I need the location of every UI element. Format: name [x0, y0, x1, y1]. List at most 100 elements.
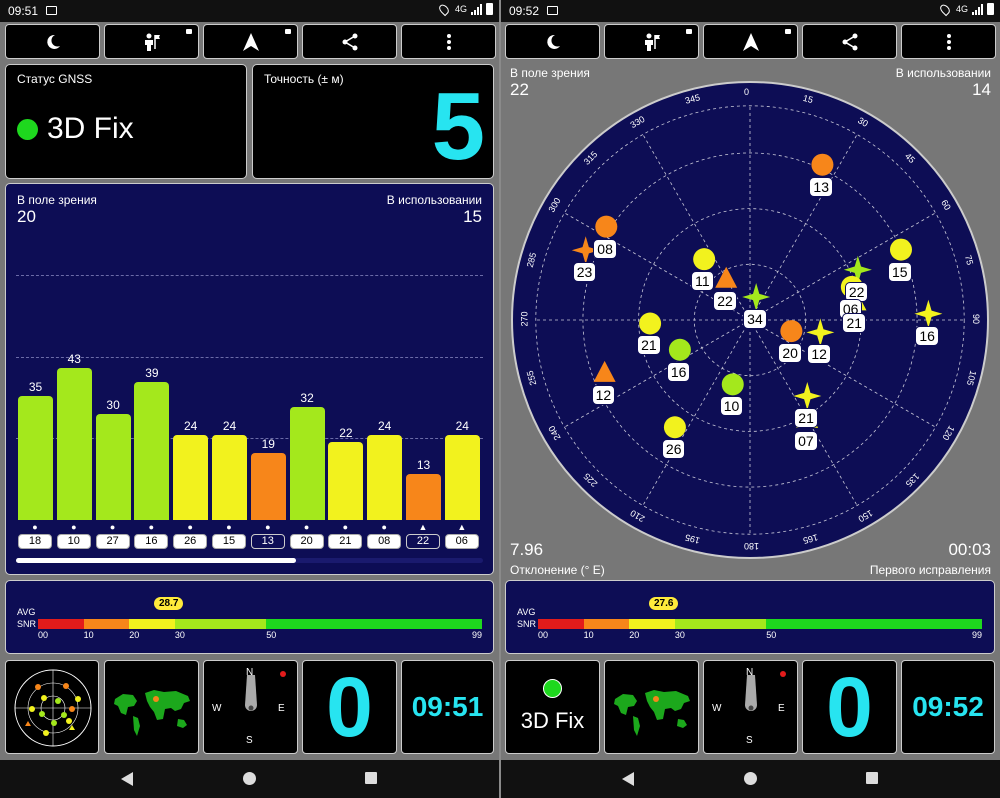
status-bar: 09:52 4G [501, 0, 1000, 22]
recents-icon[interactable] [866, 772, 878, 784]
prn-label: 13 [250, 534, 285, 549]
navigation-button[interactable] [203, 24, 298, 59]
accuracy-panel: Точность (± м) 5 [252, 64, 494, 179]
satellite-circle-icon [639, 312, 662, 335]
mini-sky-icon [14, 669, 92, 747]
clock-panel[interactable]: 09:51 [401, 660, 494, 754]
prn-label: 08 [367, 534, 402, 549]
person-button[interactable] [604, 24, 699, 59]
compass-needle-icon [745, 675, 757, 711]
clock-panel[interactable]: 09:52 [901, 660, 995, 754]
satellite-prn-label: 12 [807, 344, 831, 365]
satellite-prn-label: 07 [794, 430, 818, 451]
world-map-panel[interactable] [104, 660, 199, 754]
satellite-prn-label: 08 [593, 238, 617, 259]
navigation-button[interactable] [703, 24, 798, 59]
fix-status-panel[interactable]: 3D Fix [505, 660, 600, 754]
recents-icon[interactable] [365, 772, 377, 784]
avg-label: AVG [517, 607, 536, 617]
satellite-circle-icon [780, 320, 803, 343]
scrollbar-thumb[interactable] [16, 558, 297, 563]
share-button[interactable] [802, 24, 897, 59]
constellation-circle-icon: ● [226, 522, 232, 532]
navigation-bar [501, 760, 1000, 798]
clock-value: 09:51 [411, 691, 484, 722]
snr-tick-label: 30 [674, 630, 685, 640]
satellite-circle-icon [811, 153, 834, 176]
snr-label: SNR [17, 619, 37, 629]
back-icon[interactable] [621, 771, 635, 787]
satellite-prn-label: 21 [637, 335, 661, 356]
lock-icon [186, 29, 192, 34]
snr-bar [134, 381, 170, 520]
satellite-prn-label: 12 [591, 384, 616, 405]
share-button[interactable] [302, 24, 397, 59]
night-mode-button[interactable] [505, 24, 600, 59]
notification-icon [547, 6, 558, 15]
left-screen: 09:51 4G Статус GNSS 3D Fix Точность (± … [0, 0, 499, 798]
snr-tick-label: 50 [766, 630, 777, 640]
back-icon[interactable] [120, 771, 134, 787]
more-button[interactable] [401, 24, 496, 59]
prn-label: 15 [212, 534, 246, 549]
accuracy-label: Точность (± м) [264, 72, 344, 86]
world-map-panel[interactable] [604, 660, 699, 754]
avg-label: AVG [17, 607, 36, 617]
location-icon [938, 2, 952, 16]
more-button[interactable] [901, 24, 996, 59]
constellation-triangle-icon: ▲ [418, 522, 428, 532]
navigation-arrow-icon [242, 32, 259, 51]
snr-tick-label: 99 [472, 630, 483, 640]
in-view-count: 20 [17, 207, 36, 226]
satellite-prn-label: 23 [572, 262, 597, 283]
satellite-prn-label: 34 [743, 309, 767, 329]
share-icon [342, 33, 357, 50]
lock-icon [686, 29, 692, 34]
speed-panel[interactable]: 0 [802, 660, 897, 754]
snr-value-label: 24 [378, 418, 392, 433]
snr-value-label: 22 [339, 426, 353, 440]
signal-panel: В поле зрения 20 В использовании 15 35 ● 1… [5, 183, 494, 575]
lock-icon [785, 29, 791, 34]
grid-line [16, 275, 483, 276]
compass-panel[interactable]: N W E S [203, 660, 298, 754]
battery-icon [987, 3, 994, 15]
azimuth-label: 180 [744, 541, 760, 552]
compass-north: N [746, 667, 754, 678]
satellite-circle-icon [663, 416, 686, 439]
compass-needle-icon [245, 675, 257, 711]
mini-sky-panel[interactable] [5, 660, 99, 754]
home-icon[interactable] [744, 772, 757, 785]
snr-bar [212, 434, 247, 520]
compass-panel[interactable]: N W E S [703, 660, 798, 754]
navigation-arrow-icon [742, 32, 759, 51]
constellation-circle-icon: ● [303, 522, 310, 532]
snr-value-label: 35 [28, 379, 43, 394]
snr-value-label: 39 [145, 365, 159, 380]
network-type: 4G [454, 4, 467, 14]
satellite-circle-icon [889, 238, 912, 261]
lock-icon [285, 29, 291, 34]
person-button[interactable] [104, 24, 199, 59]
sky-in-view-count: 22 [510, 80, 529, 99]
status-time: 09:51 [8, 4, 39, 18]
speed-panel[interactable]: 0 [302, 660, 397, 754]
night-mode-button[interactable] [5, 24, 100, 59]
prn-label: 16 [134, 534, 169, 549]
satellite-star-icon [914, 299, 943, 328]
speed-value: 0 [826, 660, 873, 754]
prn-label: 22 [406, 534, 440, 549]
ttff-value: 00:03 [948, 540, 991, 559]
compass-north: N [246, 667, 254, 678]
satellite-prn-label: 26 [661, 439, 686, 460]
home-icon[interactable] [243, 772, 256, 785]
prn-label: 18 [18, 534, 52, 549]
satellite-prn-label: 22 [713, 290, 737, 311]
satellite-circle-icon [693, 248, 716, 271]
in-view-label: В поле зрения [17, 193, 97, 207]
scrollbar-track[interactable] [16, 558, 483, 563]
prn-label: 27 [95, 534, 130, 549]
location-icon [437, 2, 451, 16]
constellation-circle-icon: ● [187, 522, 193, 532]
in-use-count: 15 [463, 207, 482, 226]
